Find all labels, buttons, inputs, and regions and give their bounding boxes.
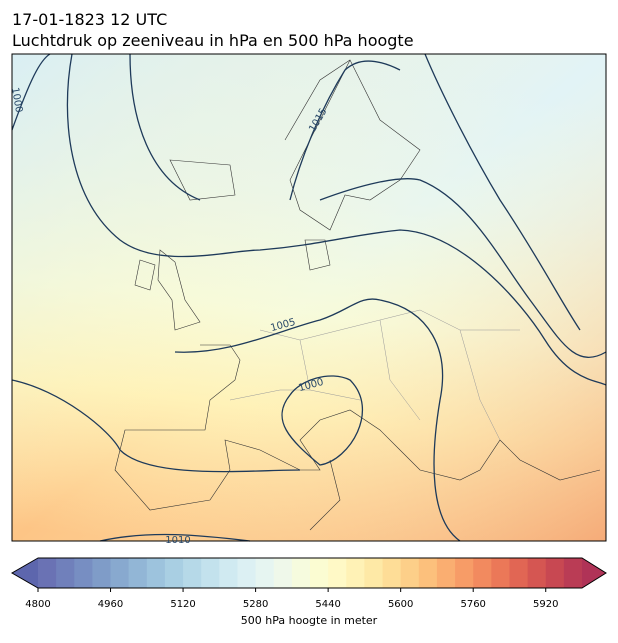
colorbar-label: 500 hPa hoogte in meter: [241, 614, 378, 627]
colorbar-tick-label: 5440: [315, 599, 340, 610]
colorbar-band: [346, 558, 365, 588]
colorbar-band: [491, 558, 510, 588]
colorbar-band: [455, 558, 474, 588]
colorbar-band: [310, 558, 329, 588]
colorbar-band: [418, 558, 438, 588]
colorbar-band: [164, 558, 184, 588]
colorbar-band: [237, 558, 257, 588]
title-description: Luchtdruk op zeeniveau in hPa en 500 hPa…: [12, 31, 414, 50]
colorbar-band: [436, 558, 456, 588]
colorbar-tick-label: 5600: [388, 599, 413, 610]
colorbar-band: [56, 558, 75, 588]
colorbar-band: [328, 558, 347, 588]
colorbar-band: [382, 558, 402, 588]
colorbar-extend-low: [12, 558, 38, 588]
colorbar-band: [563, 558, 583, 588]
colorbar-tick-label: 5120: [170, 599, 195, 610]
colorbar-band: [364, 558, 384, 588]
colorbar-tick-label: 5280: [243, 599, 268, 610]
colorbar-outline: [10, 557, 607, 589]
colorbar-band: [255, 558, 275, 588]
colorbar-band: [527, 558, 547, 588]
colorbar-band: [128, 558, 148, 588]
title-date: 17-01-1823 12 UTC: [12, 10, 167, 29]
colorbar-band: [38, 558, 57, 588]
colorbar-band: [183, 558, 202, 588]
colorbar-band: [146, 558, 166, 588]
colorbar-band: [110, 558, 130, 588]
colorbar-tick-label: 4800: [25, 599, 50, 610]
colorbar-band: [473, 558, 492, 588]
colorbar-extend-high: [582, 558, 606, 588]
colorbar-band: [400, 558, 420, 588]
colorbar-band: [201, 558, 220, 588]
colorbar-tick-label: 4960: [98, 599, 123, 610]
colorbar: 4800 4960 5120 5280 5440 5600 5760 5920: [10, 557, 607, 610]
colorbar-band: [74, 558, 93, 588]
map: [11, 53, 607, 542]
colorbar-tick-label: 5920: [533, 599, 558, 610]
colorbar-band: [291, 558, 311, 588]
colorbar-tick-label: 5760: [460, 599, 485, 610]
contour-label: 1010: [165, 535, 190, 546]
colorbar-band: [273, 558, 293, 588]
contour-label: 1000: [9, 87, 24, 114]
colorbar-band: [219, 558, 238, 588]
colorbar-band: [92, 558, 112, 588]
colorbar-band: [509, 558, 529, 588]
colorbar-band: [545, 558, 565, 588]
